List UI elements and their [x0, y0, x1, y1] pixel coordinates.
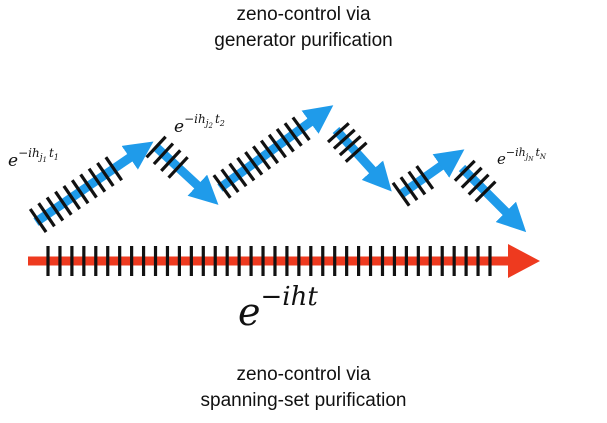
zigzag-step-tick — [45, 196, 65, 222]
bottom-caption: zeno-control via spanning-set purificati… — [0, 362, 607, 414]
zigzag-step-tick — [291, 116, 311, 141]
zigzag-arrow-sequence — [28, 105, 527, 233]
zigzag-step-tick — [267, 133, 287, 159]
zigzag-step-arrow — [326, 122, 392, 192]
zigzag-step-tick — [415, 165, 435, 190]
zigzag-step-tick — [87, 167, 107, 193]
main-arrow-ticks — [46, 246, 492, 276]
zigzag-step-arrow — [145, 135, 219, 205]
zigzag-step-tick — [96, 162, 115, 187]
zigzag-step-tick — [453, 159, 476, 182]
zigzag-step-tick — [228, 162, 248, 188]
zigzag-step-shaft — [458, 164, 527, 233]
label-first-step: e−ihj1 t1 — [8, 146, 59, 171]
zigzag-step-tick — [391, 181, 411, 207]
bottom-caption-line-1: zeno-control via — [236, 364, 371, 385]
bottom-caption-line-2: spanning-set purification — [200, 390, 407, 411]
label-second-step: e−ihj2 t2 — [174, 112, 225, 137]
zigzag-step-arrow — [212, 105, 334, 199]
zigzag-step-tick — [252, 145, 272, 170]
top-caption-line-1: zeno-control via — [236, 4, 371, 25]
main-arrow-head — [508, 244, 540, 278]
zigzag-step-arrow — [453, 159, 527, 233]
zigzag-step-tick — [407, 170, 427, 196]
zigzag-step-tick — [344, 141, 368, 163]
zigzag-step-tick — [37, 202, 56, 228]
zigzag-step-tick — [28, 208, 48, 233]
zigzag-step-tick — [326, 122, 350, 144]
zigzag-step-tick — [220, 168, 240, 193]
top-caption: zeno-control via generator purification — [0, 2, 607, 54]
zigzag-step-tick — [212, 174, 232, 199]
zigzag-step-tick — [474, 180, 497, 203]
zigzag-step-tick — [236, 156, 256, 182]
top-caption-line-2: generator purification — [214, 30, 393, 51]
zigzag-step-arrow — [28, 141, 154, 233]
zigzag-step-tick — [275, 128, 295, 153]
zigzag-step-tick — [167, 156, 189, 179]
zigzag-step-tick — [460, 166, 483, 189]
label-last-step: e−ihjNtN — [497, 146, 547, 168]
zigzag-step-tick — [332, 128, 356, 150]
zigzag-step-tick — [399, 176, 419, 201]
zigzag-step-shaft — [217, 105, 334, 192]
zigzag-step-tick — [160, 149, 182, 172]
zigzag-step-tick — [338, 135, 362, 157]
zigzag-step-tick — [467, 173, 490, 196]
zigzag-step-tick — [62, 185, 81, 210]
zigzag-step-tick — [283, 122, 303, 147]
zigzag-step-tick — [104, 156, 123, 182]
zigzag-step-arrow — [391, 149, 465, 207]
zigzag-step-tick — [259, 139, 280, 165]
zigzag-step-tick — [152, 142, 175, 166]
label-full-evolution: e−iht — [238, 282, 318, 334]
zigzag-step-tick — [79, 173, 98, 199]
zigzag-step-tick — [54, 190, 73, 216]
zigzag-step-tick — [70, 179, 90, 205]
zigzag-step-tick — [145, 135, 167, 159]
zigzag-step-tick — [244, 151, 264, 176]
main-evolution-arrow — [28, 244, 540, 278]
